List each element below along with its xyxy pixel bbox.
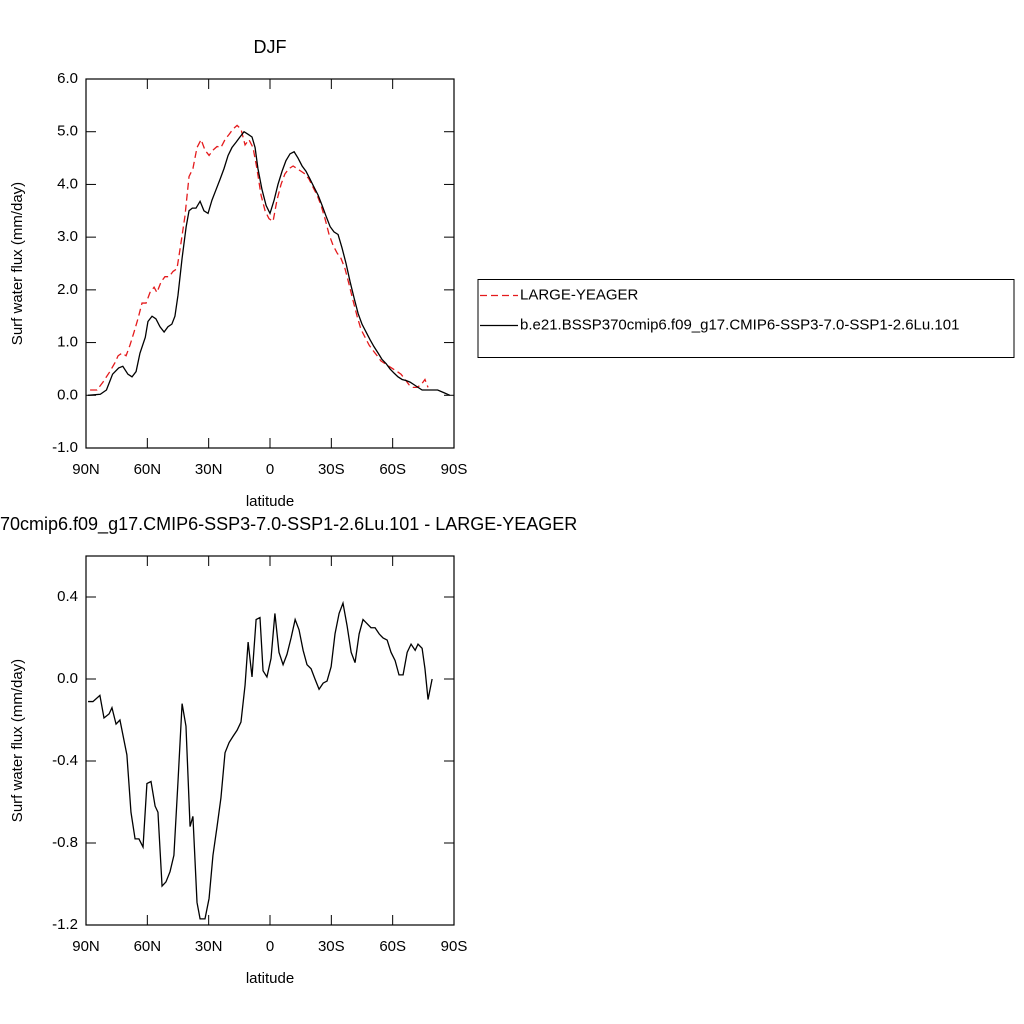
legend-label: b.e21.BSSP370cmip6.f09_g17.CMIP6-SSP3-7.… xyxy=(520,316,959,333)
legend-label: LARGE-YEAGER xyxy=(520,286,639,303)
y-tick-label: 3.0 xyxy=(57,228,78,245)
y-tick-label: -0.8 xyxy=(52,834,78,851)
legend-box xyxy=(477,279,1015,358)
y-axis-label: Surf water flux (mm/day) xyxy=(9,659,26,822)
y-tick-label: 5.0 xyxy=(57,123,78,140)
x-tick-label: 30N xyxy=(195,461,223,478)
x-tick-label: 60S xyxy=(379,461,406,478)
x-tick-label: 90N xyxy=(72,938,100,955)
x-tick-label: 0 xyxy=(266,938,274,955)
x-tick-label: 60N xyxy=(134,938,162,955)
y-tick-label: 6.0 xyxy=(57,70,78,87)
x-tick-label: 0 xyxy=(266,461,274,478)
data-line xyxy=(88,600,433,920)
x-tick-label: 30N xyxy=(195,938,223,955)
y-tick-label: 0.0 xyxy=(57,670,78,687)
y-tick-label: 1.0 xyxy=(57,334,78,351)
chart-title: DJF xyxy=(254,37,287,57)
y-tick-label: 2.0 xyxy=(57,281,78,298)
chart-title: 70cmip6.f09_g17.CMIP6-SSP3-7.0-SSP1-2.6L… xyxy=(0,514,577,535)
data-line xyxy=(90,124,429,391)
y-tick-label: 4.0 xyxy=(57,175,78,192)
x-tick-label: 30S xyxy=(318,461,345,478)
y-axis-label: Surf water flux (mm/day) xyxy=(9,182,26,345)
x-tick-label: 30S xyxy=(318,938,345,955)
x-axis-label: latitude xyxy=(246,493,294,510)
y-tick-label: -1.0 xyxy=(52,439,78,456)
x-axis-label: latitude xyxy=(246,970,294,987)
x-tick-label: 90S xyxy=(441,461,468,478)
plot-frame xyxy=(85,555,455,926)
y-tick-label: -1.2 xyxy=(52,916,78,933)
data-line xyxy=(87,130,451,396)
y-tick-label: 0.4 xyxy=(57,588,78,605)
x-tick-label: 90N xyxy=(72,461,100,478)
x-tick-label: 60N xyxy=(134,461,162,478)
y-tick-label: -0.4 xyxy=(52,752,78,769)
x-tick-label: 90S xyxy=(441,938,468,955)
x-tick-label: 60S xyxy=(379,938,406,955)
plot-frame xyxy=(85,78,455,449)
y-tick-label: 0.0 xyxy=(57,386,78,403)
